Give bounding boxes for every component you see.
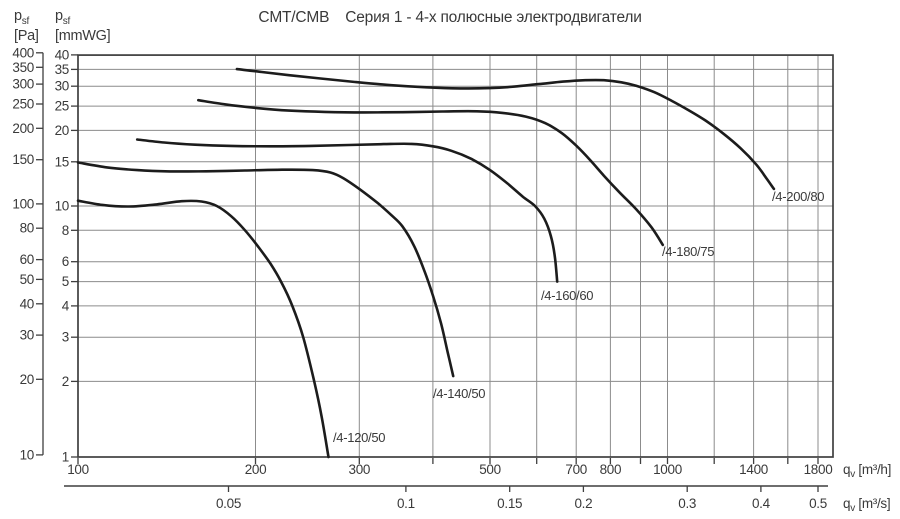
pa-axis-header: psf [Pa] bbox=[14, 8, 39, 45]
curve-label: /4-140/50 bbox=[433, 386, 485, 401]
pa-tick-label: 60 bbox=[20, 252, 34, 267]
x-axis-m3s: 0.05 0.1 0.15 0.2 0.3 0.4 0.5 qv [m³/s] bbox=[64, 485, 891, 514]
pa-tick-label: 20 bbox=[20, 372, 34, 387]
x-m3s-tick-label: 0.5 bbox=[809, 496, 827, 511]
pa-tick-label: 350 bbox=[12, 60, 34, 75]
mmwg-tick-label: 2 bbox=[62, 374, 69, 389]
curve bbox=[135, 138, 559, 283]
x-m3h-tick-label: 100 bbox=[67, 462, 89, 477]
x-m3h-axis-unit: qv [m³/h] bbox=[843, 462, 891, 480]
x-m3s-tick-label: 0.05 bbox=[216, 496, 241, 511]
mmwg-tick-label: 35 bbox=[55, 62, 69, 77]
mmwg-tick-label: 6 bbox=[62, 254, 69, 269]
x-axis-m3h: 100 200 300 500 700 800 1000 1400 1800 qv [m³/h] bbox=[67, 458, 891, 480]
mmwg-tick-label: 30 bbox=[55, 79, 69, 94]
pa-tick-label: 150 bbox=[12, 152, 34, 167]
curve bbox=[197, 98, 665, 247]
pa-tick-label: 100 bbox=[12, 196, 34, 211]
mmwg-tick-label: 40 bbox=[55, 47, 69, 62]
mmwg-tick-label: 5 bbox=[62, 274, 69, 289]
mmwg-tick-label: 3 bbox=[62, 330, 69, 345]
chart-title: CMT/CMB Серия 1 - 4-х полюсные электродви… bbox=[0, 9, 900, 27]
x-m3s-tick-label: 0.1 bbox=[397, 496, 415, 511]
chart-title-model: CMT/CMB bbox=[258, 9, 330, 26]
chart-title-series: Серия 1 - 4-х полюсные электродвигатели bbox=[345, 9, 642, 26]
x-m3s-tick-label: 0.4 bbox=[752, 496, 771, 511]
x-m3s-tick-label: 0.2 bbox=[574, 496, 592, 511]
mmwg-axis-header: psf [mmWG] bbox=[55, 8, 111, 45]
x-m3s-axis-unit: qv [m³/s] bbox=[843, 496, 890, 514]
mmwg-tick-label: 15 bbox=[55, 154, 69, 169]
curve-labels: /4-120/50/4-140/50/4-160/60/4-180/75/4-2… bbox=[333, 189, 825, 445]
curve-label: /4-160/60 bbox=[541, 288, 593, 303]
x-m3h-tick-label: 1400 bbox=[739, 462, 768, 477]
x-m3h-tick-label: 800 bbox=[600, 462, 622, 477]
curve bbox=[235, 67, 776, 191]
mmwg-tick-label: 10 bbox=[55, 199, 69, 214]
curves bbox=[76, 67, 776, 459]
curve bbox=[76, 199, 330, 459]
mmwg-tick-label: 25 bbox=[55, 99, 69, 114]
pa-axis-unit: [Pa] bbox=[14, 28, 39, 45]
x-m3h-tick-label: 1800 bbox=[804, 462, 833, 477]
gridlines bbox=[78, 54, 833, 457]
curve-label: /4-120/50 bbox=[333, 430, 385, 445]
x-m3h-tick-label: 1000 bbox=[653, 462, 682, 477]
mmwg-axis-symbol: psf bbox=[55, 8, 70, 27]
pa-tick-label: 400 bbox=[12, 45, 34, 60]
pa-tick-label: 300 bbox=[12, 77, 34, 92]
curve-label: /4-180/75 bbox=[662, 244, 714, 259]
pa-tick-label: 80 bbox=[20, 221, 34, 236]
plot-frame bbox=[77, 54, 834, 458]
x-m3h-tick-label: 500 bbox=[479, 462, 501, 477]
mmwg-axis-unit: [mmWG] bbox=[55, 28, 111, 45]
curve-label: /4-200/80 bbox=[772, 189, 824, 204]
x-m3s-tick-label: 0.3 bbox=[678, 496, 696, 511]
pa-axis-symbol: psf bbox=[14, 8, 29, 27]
pa-tick-label: 50 bbox=[20, 272, 34, 287]
mmwg-tick-label: 8 bbox=[62, 223, 69, 238]
x-m3s-tick-label: 0.15 bbox=[497, 496, 522, 511]
pa-tick-label: 10 bbox=[20, 447, 34, 462]
pa-tick-label: 250 bbox=[12, 97, 34, 112]
mmwg-tick-label: 20 bbox=[55, 123, 69, 138]
x-m3h-tick-label: 300 bbox=[348, 462, 370, 477]
x-m3h-tick-label: 200 bbox=[245, 462, 267, 477]
x-m3h-tick-label: 700 bbox=[565, 462, 587, 477]
mmwg-tick-label: 1 bbox=[62, 450, 69, 465]
pa-tick-label: 40 bbox=[20, 296, 34, 311]
curve bbox=[76, 161, 455, 378]
pa-tick-label: 200 bbox=[12, 121, 34, 136]
pa-tick-label: 30 bbox=[20, 328, 34, 343]
mmwg-tick-label: 4 bbox=[62, 298, 70, 313]
